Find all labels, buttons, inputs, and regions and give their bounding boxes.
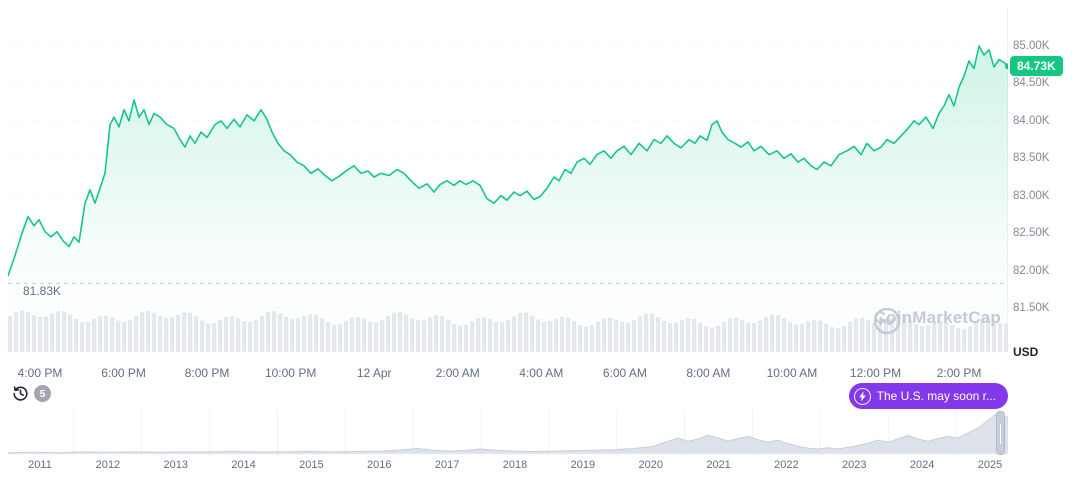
timeline-navigator-svg[interactable]: [8, 410, 1008, 456]
y-axis-tick: 83.00K: [1013, 189, 1050, 202]
x-axis-tick: 4:00 PM: [17, 366, 63, 380]
x-axis-tick: 10:00 PM: [264, 366, 317, 380]
timeline-year-label[interactable]: 2020: [638, 459, 663, 471]
controls-row: 5 The U.S. may soon r...: [0, 383, 1072, 410]
x-axis-tick: 6:00 AM: [602, 366, 647, 380]
history-count-badge: 5: [34, 385, 51, 402]
current-price-badge: 84.73K: [1010, 56, 1063, 77]
price-chart[interactable]: 81.83K CoinMarketCap: [8, 8, 1008, 352]
y-axis-tick: 82.50K: [1013, 227, 1050, 240]
y-axis: 85.00K 84.50K 84.00K 83.50K 83.00K 82.50K 82.0…: [1008, 0, 1072, 362]
x-axis-tick: 12:00 PM: [849, 366, 902, 380]
timeline-years: 2011 2012 2013 2014 2015 2016 2017 2018 2019 2020…: [0, 459, 1072, 473]
history-button[interactable]: 5: [12, 385, 51, 402]
timeline-year-label[interactable]: 2016: [367, 459, 392, 471]
timeline-year-label[interactable]: 2012: [95, 459, 121, 471]
timeline-year-label[interactable]: 2017: [434, 459, 460, 471]
x-axis-tick: 2:00 AM: [435, 366, 480, 380]
timeline-year-label[interactable]: 2019: [570, 459, 596, 471]
timeline-slider-handle[interactable]: [996, 411, 1005, 455]
timeline-year-label[interactable]: 2014: [231, 459, 256, 471]
y-axis-tick: 81.50K: [1013, 302, 1050, 315]
x-axis: 4:00 PM 6:00 PM 8:00 PM 10:00 PM 12 Apr 2:00 …: [0, 366, 1072, 382]
lightning-icon: [853, 387, 871, 405]
timeline-year-label[interactable]: 2023: [842, 459, 867, 471]
timeline-year-label[interactable]: 2011: [28, 459, 52, 471]
timeline-year-label[interactable]: 2015: [299, 459, 324, 471]
y-axis-tick: 83.50K: [1013, 152, 1050, 165]
x-axis-tick: 4:00 AM: [519, 366, 564, 380]
news-pill[interactable]: The U.S. may soon r...: [848, 383, 1008, 409]
y-axis-tick: 84.00K: [1013, 114, 1050, 127]
y-axis-tick: 85.00K: [1013, 40, 1050, 53]
price-chart-svg[interactable]: [8, 8, 1008, 352]
y-axis-tick: 84.50K: [1013, 77, 1050, 90]
news-pill-text: The U.S. may soon r...: [876, 389, 996, 403]
timeline-year-label[interactable]: 2013: [163, 459, 188, 471]
x-axis-tick: 6:00 PM: [101, 366, 146, 380]
x-axis-tick: 10:00 AM: [766, 366, 818, 380]
x-axis-tick: 12 Apr: [356, 366, 392, 380]
coinmarketcap-logo-icon: [873, 308, 900, 334]
y-axis-tick: 82.00K: [1013, 264, 1050, 277]
currency-unit-label[interactable]: USD: [1013, 345, 1039, 359]
x-axis-tick: 2:00 PM: [936, 366, 982, 380]
watermark-text: CoinMarketCap: [873, 308, 1001, 327]
watermark: CoinMarketCap: [873, 308, 1001, 334]
timeline-year-label[interactable]: 2024: [909, 459, 935, 471]
timeline-navigator[interactable]: [8, 410, 1008, 456]
x-axis-tick: 8:00 PM: [184, 366, 230, 380]
timeline-year-label[interactable]: 2018: [502, 459, 528, 471]
history-icon: [13, 386, 28, 401]
period-low-label: 81.83K: [20, 284, 65, 298]
timeline-year-label[interactable]: 2022: [774, 459, 799, 471]
x-axis-tick: 8:00 AM: [686, 366, 731, 380]
timeline-year-label[interactable]: 2025: [977, 459, 1003, 471]
timeline-year-label[interactable]: 2021: [706, 459, 731, 471]
